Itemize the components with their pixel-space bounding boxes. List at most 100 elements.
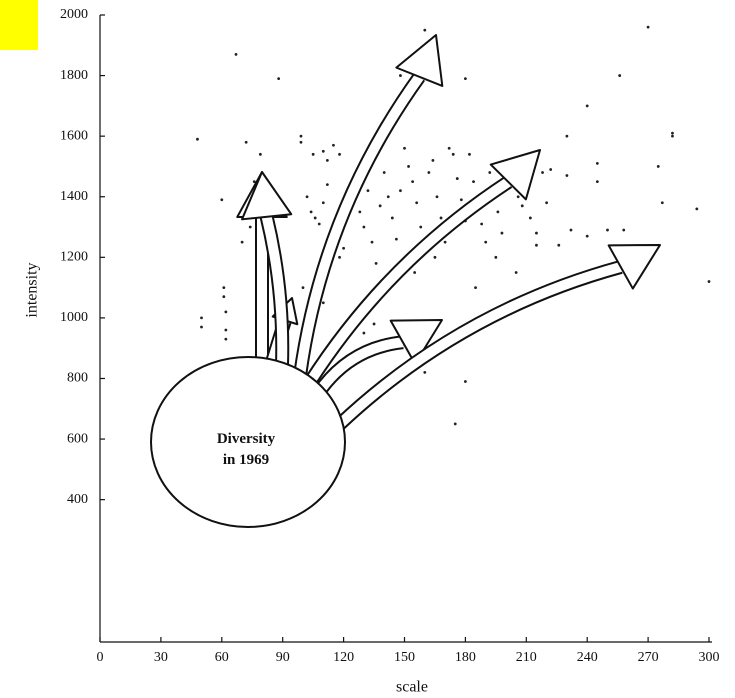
point xyxy=(460,198,463,201)
y-tick-label: 1400 xyxy=(60,189,88,204)
y-tick-label: 2000 xyxy=(60,7,88,22)
point xyxy=(399,74,402,77)
point xyxy=(545,201,548,204)
point xyxy=(391,217,394,220)
point xyxy=(249,226,252,229)
point xyxy=(432,159,435,162)
point xyxy=(224,329,227,332)
point xyxy=(423,29,426,32)
point xyxy=(521,204,524,207)
point xyxy=(596,162,599,165)
point xyxy=(241,241,244,244)
x-tick-label: 270 xyxy=(638,650,659,665)
point xyxy=(363,226,366,229)
y-tick-label: 600 xyxy=(67,431,88,446)
point xyxy=(657,165,660,168)
point xyxy=(373,323,376,326)
point xyxy=(444,241,447,244)
point xyxy=(496,210,499,213)
point xyxy=(695,207,698,210)
point xyxy=(200,326,203,329)
point xyxy=(557,244,560,247)
point xyxy=(326,159,329,162)
x-tick-label: 150 xyxy=(394,650,415,665)
point xyxy=(407,165,410,168)
point xyxy=(411,180,414,183)
x-tick-label: 240 xyxy=(577,650,598,665)
point xyxy=(338,153,341,156)
point xyxy=(708,280,711,283)
point xyxy=(501,232,504,235)
point xyxy=(375,262,378,265)
point xyxy=(472,180,475,183)
x-tick-label: 60 xyxy=(215,650,229,665)
point xyxy=(671,135,674,138)
point xyxy=(379,204,382,207)
point xyxy=(423,371,426,374)
point xyxy=(541,171,544,174)
point xyxy=(413,271,416,274)
point xyxy=(371,241,374,244)
point xyxy=(277,77,280,80)
point xyxy=(419,226,422,229)
point xyxy=(312,153,315,156)
x-axis-label: scale xyxy=(396,679,428,696)
point xyxy=(517,195,520,198)
point xyxy=(484,241,487,244)
y-axis-label: intensity xyxy=(24,262,41,317)
point xyxy=(464,380,467,383)
x-tick-label: 0 xyxy=(97,650,104,665)
point xyxy=(245,141,248,144)
point xyxy=(586,104,589,107)
point xyxy=(618,74,621,77)
point xyxy=(427,171,430,174)
y-tick-label: 800 xyxy=(67,371,88,386)
point xyxy=(440,217,443,220)
x-tick-label: 90 xyxy=(276,650,290,665)
point xyxy=(403,147,406,150)
y-tick-label: 400 xyxy=(67,492,88,507)
point xyxy=(454,423,457,426)
point xyxy=(302,286,305,289)
chart: Diversityin 1969 scale intensity 0306090… xyxy=(0,0,735,698)
point xyxy=(235,53,238,56)
y-tick-label: 1200 xyxy=(60,250,88,265)
point xyxy=(222,286,225,289)
point xyxy=(363,332,366,335)
y-tick-label: 1800 xyxy=(60,68,88,83)
point xyxy=(318,223,321,226)
point xyxy=(529,217,532,220)
point xyxy=(622,229,625,232)
point xyxy=(474,286,477,289)
point xyxy=(671,132,674,135)
point xyxy=(342,247,345,250)
point xyxy=(322,201,325,204)
point xyxy=(326,183,329,186)
point xyxy=(399,189,402,192)
point xyxy=(488,171,491,174)
point xyxy=(322,150,325,153)
point xyxy=(224,310,227,313)
arrows xyxy=(237,35,660,424)
point xyxy=(535,232,538,235)
point xyxy=(570,229,573,232)
point xyxy=(480,223,483,226)
point xyxy=(434,256,437,259)
y-tick-label: 1600 xyxy=(60,128,88,143)
point xyxy=(549,168,552,171)
point xyxy=(222,295,225,298)
point xyxy=(310,210,313,213)
point xyxy=(259,153,262,156)
point xyxy=(322,301,325,304)
y-tick-label: 1000 xyxy=(60,310,88,325)
highlight-marker xyxy=(0,0,38,50)
point xyxy=(383,171,386,174)
point xyxy=(306,195,309,198)
point xyxy=(647,26,650,29)
x-tick-label: 210 xyxy=(516,650,537,665)
point xyxy=(606,229,609,232)
x-tick-label: 180 xyxy=(455,650,476,665)
point xyxy=(452,153,455,156)
point xyxy=(448,147,451,150)
point xyxy=(494,256,497,259)
